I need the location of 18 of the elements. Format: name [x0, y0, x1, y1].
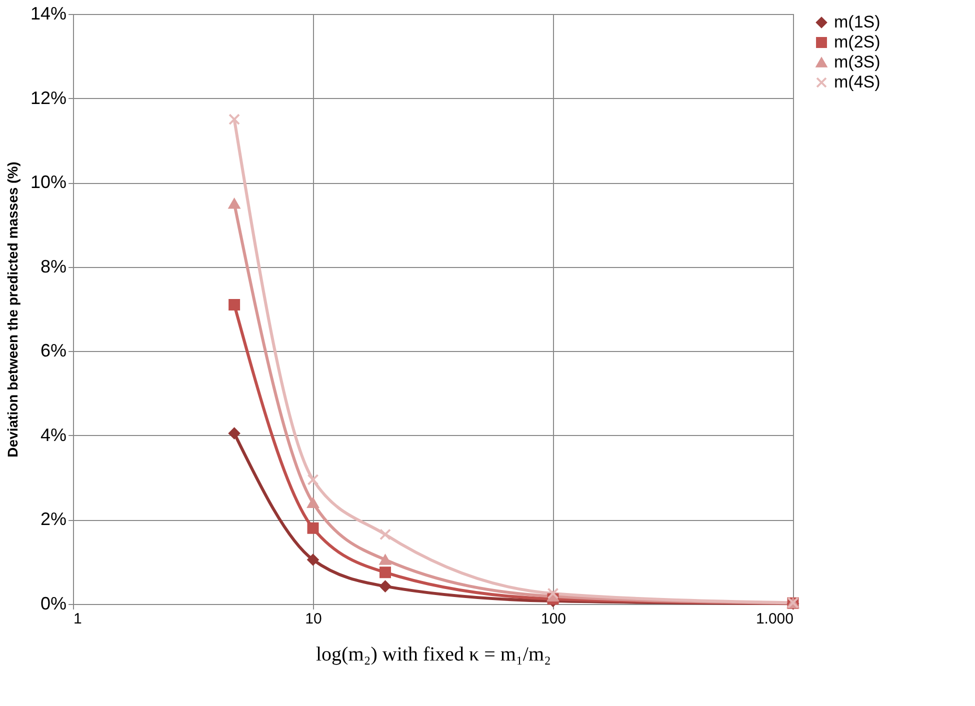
y-tick-label: 4% [40, 424, 66, 445]
y-tick-label: 2% [40, 509, 66, 530]
y-tick-label: 8% [40, 256, 66, 276]
y-axis-title: Deviation between the predicted masses (%) [4, 162, 20, 458]
y-tick-label: 12% [30, 88, 66, 108]
x-tick-label: 1.000 [756, 610, 794, 628]
y-tick-label: 10% [30, 172, 66, 192]
y-tick-label: 6% [40, 340, 66, 361]
x-tick-label: 1 [74, 610, 82, 628]
y-tick-label: 0% [40, 594, 66, 614]
legend-label: m(4S) [834, 72, 880, 92]
y-tick-label: 14% [30, 4, 66, 24]
legend-label: m(3S) [834, 52, 880, 72]
x-axis-title: log(m₂) with fixed κ = m₁/m₂ [316, 644, 552, 666]
x-tick-label: 10 [305, 610, 322, 628]
x-tick-label: 100 [540, 610, 566, 628]
legend-label: m(1S) [834, 12, 880, 32]
legend-label: m(2S) [834, 32, 880, 52]
